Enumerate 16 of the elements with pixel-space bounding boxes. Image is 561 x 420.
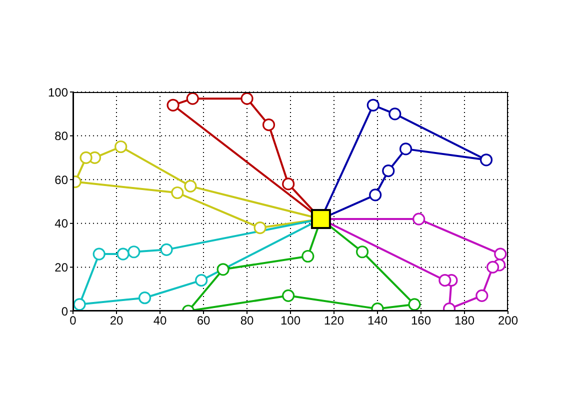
- x-tick-label: 80: [240, 314, 254, 328]
- x-tick-label: 20: [110, 314, 124, 328]
- x-tick-label: 60: [196, 314, 210, 328]
- y-tick-label: 40: [54, 216, 68, 231]
- x-tick-label: 200: [498, 314, 518, 328]
- y-tick-label: 80: [54, 129, 68, 144]
- x-tick-label: 180: [454, 314, 475, 328]
- y-tick-label: 60: [54, 172, 68, 187]
- x-tick-label: 100: [280, 314, 301, 328]
- x-tick-label: 140: [367, 314, 388, 328]
- x-tick-label: 120: [324, 314, 344, 328]
- y-tick-label: 100: [48, 85, 68, 100]
- x-tick-label: 40: [153, 314, 167, 328]
- y-tick-label: 0: [61, 304, 68, 318]
- y-tick-label: 20: [54, 260, 68, 274]
- x-tick-label: 160: [410, 314, 432, 328]
